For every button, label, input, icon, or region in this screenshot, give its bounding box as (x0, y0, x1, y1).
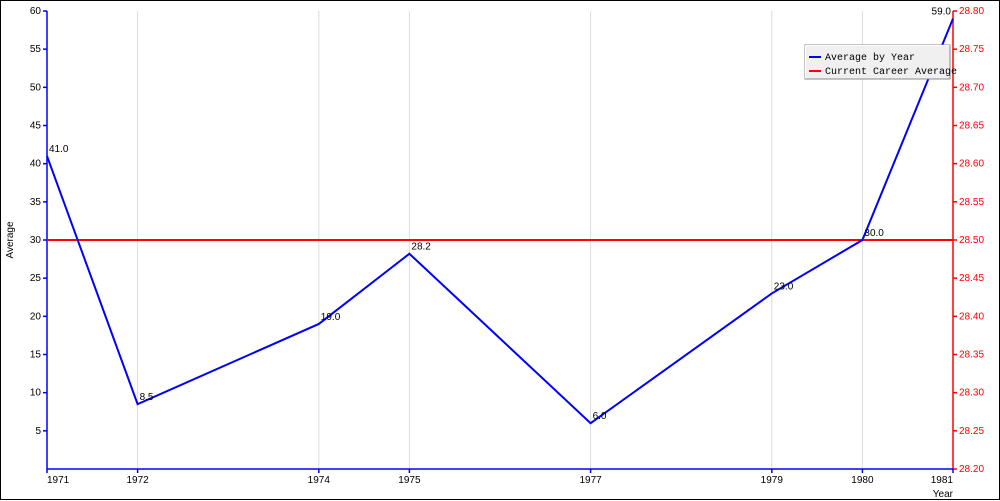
y-tick-label-right: 28.55 (959, 197, 984, 208)
data-point-label: 59.0 (932, 7, 952, 18)
y-tick-label-right: 28.70 (959, 82, 984, 93)
line-chart: 51015202530354045505560Average28.2028.25… (1, 1, 1000, 501)
y-tick-label-left: 10 (30, 388, 42, 399)
data-point-label: 41.0 (49, 144, 69, 155)
legend-item-label: Average by Year (825, 52, 915, 64)
y-tick-label-right: 28.20 (959, 464, 984, 475)
y-tick-label-right: 28.30 (959, 388, 984, 399)
y-tick-label-left: 20 (30, 311, 42, 322)
y-tick-label-right: 28.35 (959, 350, 984, 361)
y-tick-label-left: 45 (30, 121, 42, 132)
data-point-label: 30.0 (864, 228, 884, 239)
data-point-label: 23.0 (774, 281, 794, 292)
y-tick-label-right: 28.50 (959, 235, 984, 246)
y-tick-label-left: 60 (30, 6, 42, 17)
legend-item-label: Current Career Average (825, 67, 957, 78)
y-tick-label-left: 35 (30, 197, 42, 208)
y-tick-label-right: 28.60 (959, 159, 984, 170)
y-tick-label-left: 30 (30, 235, 42, 246)
data-point-label: 8.5 (140, 392, 154, 403)
x-tick-label: 1981 (931, 475, 954, 486)
x-tick-label: 1977 (579, 475, 602, 486)
y-tick-label-left: 50 (30, 82, 42, 93)
y-tick-label-right: 28.65 (959, 121, 984, 132)
x-tick-label: 1971 (47, 475, 70, 486)
y-tick-label-left: 55 (30, 44, 42, 55)
x-tick-label: 1974 (308, 475, 331, 486)
y-tick-label-right: 28.45 (959, 273, 984, 284)
y-tick-label-right: 28.75 (959, 44, 984, 55)
x-tick-label: 1975 (398, 475, 421, 486)
y-tick-label-left: 15 (30, 350, 42, 361)
x-tick-label: 1980 (851, 475, 874, 486)
y-tick-label-left: 25 (30, 273, 42, 284)
y-tick-label-right: 28.40 (959, 311, 984, 322)
y-axis-title: Average (5, 221, 16, 259)
data-point-label: 19.0 (321, 312, 341, 323)
chart-container: 51015202530354045505560Average28.2028.25… (0, 0, 1000, 500)
y-tick-label-right: 28.25 (959, 426, 984, 437)
x-axis-title: Year (933, 489, 954, 500)
data-point-label: 28.2 (411, 242, 431, 253)
y-tick-label-left: 40 (30, 159, 42, 170)
y-tick-label-left: 5 (35, 426, 41, 437)
y-tick-label-right: 28.80 (959, 6, 984, 17)
data-point-label: 6.0 (593, 411, 607, 422)
x-tick-label: 1972 (126, 475, 149, 486)
x-tick-label: 1979 (761, 475, 784, 486)
